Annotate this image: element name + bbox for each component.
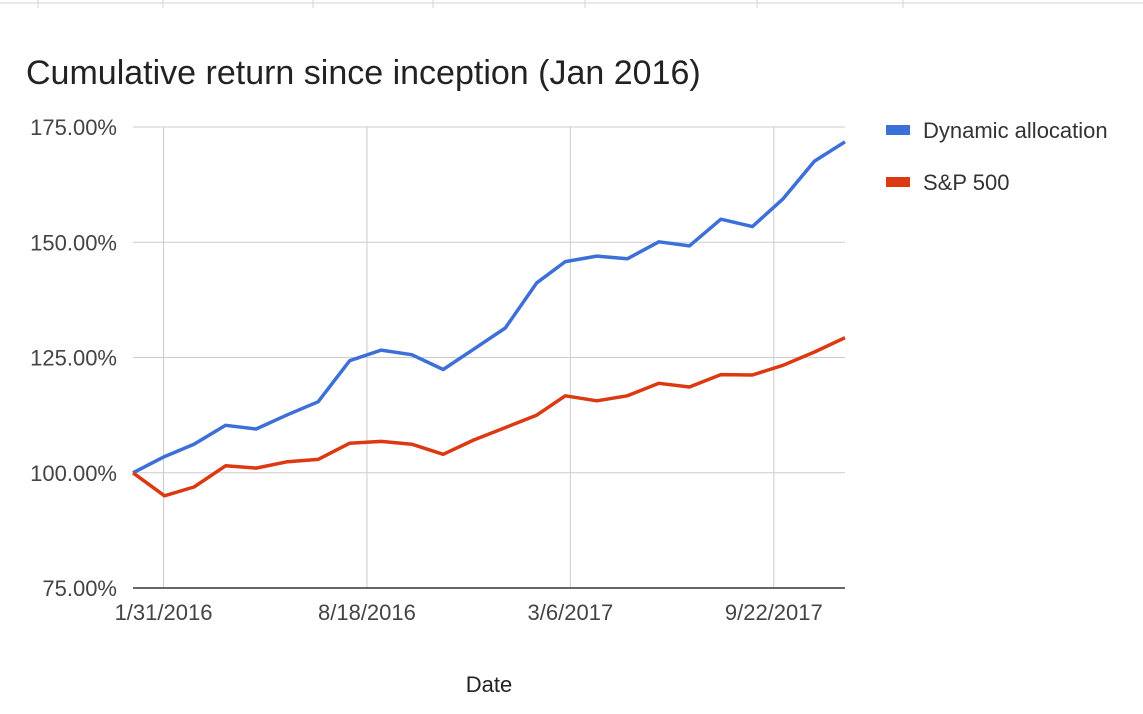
y-tick-label: 125.00% bbox=[30, 346, 117, 371]
y-tick-label: 75.00% bbox=[42, 576, 117, 601]
y-axis-tick-labels: 75.00% 100.00% 125.00% 150.00% 175.00% bbox=[30, 115, 117, 601]
x-axis-tick-labels: 1/31/2016 8/18/2016 3/6/2017 9/22/2017 bbox=[115, 600, 823, 625]
y-tick-label: 175.00% bbox=[30, 115, 117, 140]
legend: Dynamic allocation S&P 500 bbox=[886, 118, 1108, 195]
gridlines bbox=[133, 126, 845, 589]
series-line bbox=[131, 336, 846, 498]
x-tick-label: 1/31/2016 bbox=[115, 600, 213, 625]
x-tick-label: 8/18/2016 bbox=[318, 600, 416, 625]
legend-label: S&P 500 bbox=[923, 170, 1009, 195]
legend-label: Dynamic allocation bbox=[923, 118, 1108, 143]
y-tick-label: 100.00% bbox=[30, 461, 117, 486]
top-separator-lines bbox=[0, 0, 1143, 8]
series-lines bbox=[131, 140, 846, 498]
y-tick-label: 150.00% bbox=[30, 230, 117, 255]
chart-title: Cumulative return since inception (Jan 2… bbox=[26, 54, 701, 92]
series-line bbox=[132, 140, 846, 475]
legend-swatch bbox=[886, 177, 910, 187]
x-tick-label: 3/6/2017 bbox=[528, 600, 614, 625]
x-tick-label: 9/22/2017 bbox=[725, 600, 823, 625]
x-axis-title: Date bbox=[466, 672, 512, 697]
legend-swatch bbox=[886, 125, 910, 135]
